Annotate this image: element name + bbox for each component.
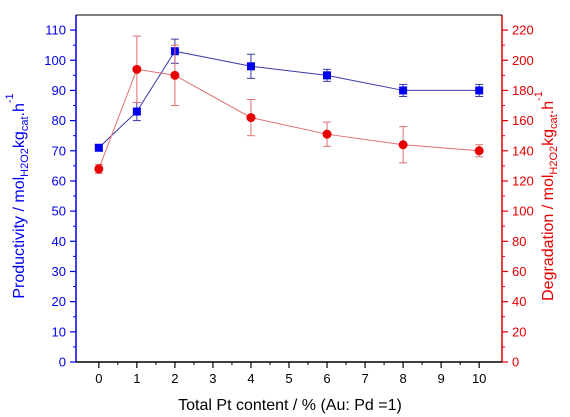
- axis-title-part: kg: [540, 129, 557, 146]
- y-left-tick-label: 90: [52, 83, 66, 98]
- y-axis-right-title: Degradation / molH2O2kgcat.h-1: [533, 91, 560, 301]
- axis-title-part: kg: [11, 131, 28, 148]
- degradation-point: [246, 113, 256, 123]
- productivity-point: [246, 62, 255, 71]
- y-right-tick-label: 40: [512, 294, 526, 309]
- axis-title-part: Productivity / mol: [11, 177, 28, 299]
- y-left-tick-label: 70: [52, 143, 66, 158]
- productivity-series-line: [98, 50, 480, 149]
- degradation-point: [94, 164, 104, 174]
- degradation-point: [322, 129, 332, 139]
- y-right-tick-label: 80: [512, 234, 526, 249]
- degradation-point: [170, 70, 180, 80]
- y-left-tick-label: 60: [52, 173, 66, 188]
- y-right-tick-label: 140: [512, 143, 534, 158]
- x-tick-label: 5: [285, 371, 292, 386]
- y-right-tick-label: 120: [512, 173, 534, 188]
- x-tick-label: 10: [472, 371, 486, 386]
- x-tick-label: 0: [95, 371, 102, 386]
- x-tick-label: 2: [171, 371, 178, 386]
- productivity-point: [132, 107, 141, 116]
- axis-title-part: -1: [4, 93, 16, 103]
- productivity-point: [94, 143, 103, 152]
- axis-title-part: cat: [548, 114, 560, 129]
- axis-title-part: .h: [540, 101, 557, 114]
- axis-title-part: Degradation / mol: [540, 175, 557, 301]
- y-left-tick-label: 30: [52, 264, 66, 279]
- y-left-tick-label: 40: [52, 234, 66, 249]
- axis-title-part: -1: [533, 91, 545, 101]
- axis-title-part: .h: [11, 103, 28, 116]
- y-left-tick-label: 20: [52, 294, 66, 309]
- y-right-tick-label: 20: [512, 324, 526, 339]
- y-left-tick-label: 10: [52, 324, 66, 339]
- y-right-tick-label: 100: [512, 204, 534, 219]
- axis-title-part: cat: [19, 116, 31, 131]
- axis-title-part: H2O2: [548, 146, 560, 175]
- y-right-tick-label: 0: [512, 355, 519, 370]
- x-tick-label: 4: [247, 371, 254, 386]
- y-right-tick-label: 160: [512, 113, 534, 128]
- x-tick-label: 1: [133, 371, 140, 386]
- x-tick-label: 7: [361, 371, 368, 386]
- x-tick-label: 8: [399, 371, 406, 386]
- y-left-tick-label: 50: [52, 204, 66, 219]
- degradation-series-line: [98, 68, 480, 170]
- y-right-tick-label: 200: [512, 53, 534, 68]
- productivity-point: [323, 71, 332, 80]
- productivity-point: [475, 86, 484, 95]
- x-tick-label: 9: [438, 371, 445, 386]
- y-right-tick-label: 220: [512, 23, 534, 38]
- degradation-point: [132, 64, 142, 74]
- y-right-tick-label: 60: [512, 264, 526, 279]
- x-tick-label: 3: [209, 371, 216, 386]
- axis-title-part: H2O2: [19, 148, 31, 177]
- degradation-point: [398, 140, 408, 150]
- productivity-point: [399, 86, 408, 95]
- y-left-tick-label: 80: [52, 113, 66, 128]
- degradation-point: [474, 146, 484, 156]
- y-right-tick-label: 180: [512, 83, 534, 98]
- y-left-tick-label: 0: [59, 355, 66, 370]
- y-axis-left-title: Productivity / molH2O2kgcat.h-1: [4, 93, 31, 298]
- y-left-tick-label: 110: [45, 23, 66, 38]
- x-axis-title: Total Pt content / % (Au: Pd =1): [178, 397, 402, 414]
- y-left-tick-label: 100: [44, 53, 66, 68]
- x-tick-label: 6: [323, 371, 330, 386]
